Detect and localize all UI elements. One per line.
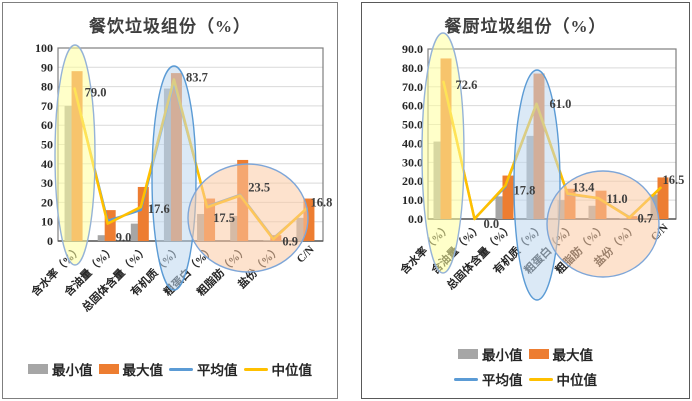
legend-item-max: 最大值: [98, 359, 164, 379]
data-point-label: 83.7: [186, 70, 208, 84]
y-tick-label: 0.0: [408, 212, 423, 226]
data-point-label: 23.5: [248, 181, 270, 195]
min-bar-swatch: [458, 349, 478, 359]
y-tick-label: 100: [35, 41, 53, 55]
legend-label: 中位值: [271, 363, 313, 378]
legend-label: 最小值: [482, 348, 523, 363]
legend-item-mean: 平均值: [169, 359, 238, 379]
y-tick-label: 10.0: [402, 193, 423, 207]
data-point-label: 17.5: [213, 211, 235, 225]
y-tick-label: 80.0: [402, 61, 423, 75]
y-tick-label: 10: [41, 215, 53, 229]
min-bar-swatch: [28, 364, 48, 374]
data-point-label: 11.0: [607, 192, 628, 206]
legend-row-1: 最小值 最大值: [362, 344, 689, 364]
median-line-swatch: [243, 367, 268, 371]
y-tick-label: 30.0: [402, 155, 423, 169]
legend: 最小值 最大值 平均值 中位值: [3, 359, 337, 379]
data-point-label: 17.6: [148, 202, 170, 216]
highlight-ellipse: [187, 163, 309, 273]
data-point-label: 0.9: [282, 234, 298, 248]
min-bar: [97, 235, 109, 241]
data-point-label: 16.5: [663, 173, 685, 187]
data-point-label: 79.0: [85, 86, 107, 100]
max-bar: [137, 186, 149, 241]
mean-line-swatch: [454, 377, 478, 381]
y-tick-label: 70.0: [402, 80, 423, 94]
y-tick-label: 60.0: [402, 99, 423, 113]
max-bar-swatch: [528, 349, 549, 359]
mean-line-swatch: [169, 367, 193, 371]
legend-item-max: 最大值: [528, 344, 594, 364]
y-axis-tick-labels: 0 10 20 30 40 50 60 70 80 90 100: [35, 41, 53, 248]
data-point-label: 13.4: [573, 181, 596, 195]
legend-label: 最小值: [52, 363, 93, 378]
data-point-label: 0.0: [484, 217, 500, 231]
y-tick-label: 60: [41, 118, 53, 132]
legend-label: 中位值: [556, 373, 598, 388]
legend-item-median: 中位值: [243, 359, 313, 379]
y-tick-label: 80: [41, 80, 53, 94]
kitchen-chart-panel: 餐厨垃圾组份（%） 0.0 10.0 20.0 30.0 40.0 50.0 60.0 70.…: [361, 2, 690, 399]
data-point-labels: 72.6 0.0 17.8 61.0 13.4 11.0 0.7 16.5: [456, 78, 685, 231]
legend-label: 平均值: [482, 373, 523, 388]
legend-item-min: 最小值: [28, 359, 93, 379]
y-tick-label: 50.0: [402, 118, 423, 132]
y-tick-label: 20.0: [402, 174, 423, 188]
legend-label: 最大值: [552, 348, 594, 363]
data-point-label: 0.7: [638, 212, 654, 226]
data-point-label: 17.8: [514, 183, 536, 197]
max-bar: [502, 175, 514, 219]
legend-item-min: 最小值: [458, 344, 523, 364]
max-bar: [303, 198, 315, 241]
max-bar: [657, 177, 669, 219]
chart-title: 餐饮垃圾组份（%）: [89, 17, 251, 36]
y-tick-label: 90.0: [402, 42, 423, 56]
y-tick-label: 50: [41, 138, 53, 152]
y-tick-label: 30: [41, 176, 53, 190]
y-tick-label: 70: [41, 99, 53, 113]
y-tick-label: 40: [41, 157, 53, 171]
legend-label: 平均值: [197, 363, 238, 378]
highlight-ellipse: [151, 65, 197, 291]
y-tick-label: 40.0: [402, 136, 423, 150]
legend-item-median: 中位值: [528, 369, 598, 389]
legend-row-2: 平均值 中位值: [362, 369, 689, 389]
min-bar: [495, 196, 507, 219]
data-point-label: 16.8: [310, 196, 332, 210]
kitchen-chart-plot: 0.010.020.030.040.050.060.070.080.090.0含…: [396, 32, 685, 301]
highlight-ellipse: [421, 32, 465, 274]
y-axis-tick-labels: 0.0 10.0 20.0 30.0 40.0 50.0 60.0 70.0 80.0 90.0: [402, 42, 423, 226]
highlight-ellipse: [54, 44, 96, 266]
highlight-ellipse: [513, 69, 561, 301]
data-point-label: 72.6: [456, 78, 478, 92]
highlight-ellipse: [546, 170, 660, 278]
min-bar: [130, 223, 142, 241]
y-tick-label: 20: [41, 195, 53, 209]
legend-label: 最大值: [122, 363, 164, 378]
data-point-label: 9.0: [116, 231, 132, 245]
chart-title: 餐厨垃圾组份（%）: [444, 17, 607, 36]
catering-chart-plot: 0102030405060708090100含水率（%）含油量（%）总固体含量（…: [27, 41, 333, 314]
max-bar: [104, 210, 116, 241]
y-tick-label: 0: [47, 234, 53, 248]
median-line-swatch: [528, 377, 553, 381]
max-bar-swatch: [98, 364, 119, 374]
legend-item-mean: 平均值: [454, 369, 523, 389]
data-point-labels: 79.0 9.0 17.6 83.7 17.5 23.5 0.9 16.8: [85, 70, 333, 248]
y-tick-label: 90: [41, 60, 53, 74]
catering-chart-panel: 餐饮垃圾组份（%） 0 10 20 30 40 50 60 70 80 90 100 含水率（%） 含油…: [2, 2, 338, 399]
data-point-label: 61.0: [550, 97, 572, 111]
